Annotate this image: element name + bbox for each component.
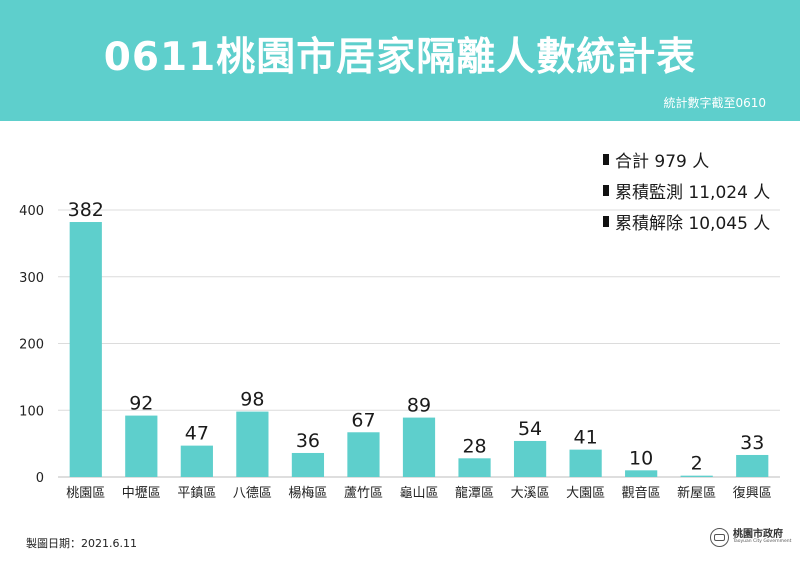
stat-released-label: 累積解除 10,045 人 xyxy=(615,214,771,234)
bar-value-label: 47 xyxy=(185,423,209,445)
x-tick-label: 大園區 xyxy=(566,486,605,501)
page-title: 0611桃園市居家隔離人數統計表 xyxy=(103,35,697,80)
x-tick-label: 八德區 xyxy=(233,486,272,501)
bar-value-label: 89 xyxy=(407,395,431,417)
bullet-icon xyxy=(603,185,609,196)
bar-value-label: 41 xyxy=(574,427,598,449)
stat-monitored-label: 累積監測 11,024 人 xyxy=(615,183,771,203)
header-banner: 0611桃園市居家隔離人數統計表 統計數字截至0610 xyxy=(0,0,800,121)
data-cutoff-note: 統計數字截至0610 xyxy=(663,96,766,110)
bar xyxy=(402,417,436,477)
bar xyxy=(736,454,769,477)
bar xyxy=(569,449,602,477)
x-tick-label: 平鎮區 xyxy=(177,485,216,501)
bar-chart: 0 100 200 300 400 382 桃園區 92 中壢區 47 平鎮區 98 八德區 36 楊梅區 6… xyxy=(19,199,780,501)
government-logo: 桃園市政府 Taoyuan City Government xyxy=(710,528,791,547)
stat-monitored: 累積監測 11,024 人 xyxy=(603,175,770,206)
x-tick-label: 楊梅區 xyxy=(288,485,327,501)
y-tick-label: 100 xyxy=(19,404,44,419)
x-tick-label: 龜山區 xyxy=(399,486,438,501)
bar xyxy=(236,411,269,477)
x-tick-label: 大溪區 xyxy=(511,486,550,501)
x-tick-label: 觀音區 xyxy=(622,485,661,501)
bar-value-label: 2 xyxy=(691,453,703,475)
bar-value-label: 382 xyxy=(68,199,104,221)
x-tick-label: 新屋區 xyxy=(677,485,716,501)
y-tick-label: 0 xyxy=(36,471,44,486)
production-date: 製圖日期：2021.6.11 xyxy=(26,537,137,550)
bar-value-label: 28 xyxy=(462,435,486,457)
x-tick-label: 龍潭區 xyxy=(455,485,494,501)
bar-value-label: 10 xyxy=(629,447,653,469)
bar xyxy=(513,440,547,477)
y-tick-label: 300 xyxy=(19,271,44,286)
stat-total-label: 合計 979 人 xyxy=(615,152,710,172)
bar-value-label: 33 xyxy=(740,432,764,454)
stat-total: 合計 979 人 xyxy=(603,144,770,175)
bar-value-label: 67 xyxy=(351,409,375,431)
x-tick-label: 中壢區 xyxy=(122,486,161,501)
bullet-icon xyxy=(603,216,609,227)
x-tick-label: 復興區 xyxy=(733,485,772,501)
bar xyxy=(291,452,325,477)
bar xyxy=(347,432,380,477)
bar-value-label: 98 xyxy=(240,389,264,411)
bullet-icon xyxy=(603,154,609,165)
logo-name: 桃園市政府 xyxy=(733,528,783,540)
summary-stats: 合計 979 人 累積監測 11,024 人 累積解除 10,045 人 xyxy=(603,144,770,237)
bar xyxy=(458,458,491,477)
bar-value-label: 36 xyxy=(296,430,320,452)
x-tick-label: 蘆竹區 xyxy=(344,486,383,501)
y-tick-label: 400 xyxy=(19,204,44,219)
bar xyxy=(69,222,102,477)
bar-value-label: 92 xyxy=(129,393,153,415)
stat-released: 累積解除 10,045 人 xyxy=(603,206,770,237)
bar xyxy=(680,475,713,477)
bar xyxy=(625,470,658,477)
logo-english-name: Taoyuan City Government xyxy=(733,539,792,545)
bar xyxy=(180,445,213,477)
x-tick-label: 桃園區 xyxy=(66,486,105,501)
y-tick-label: 200 xyxy=(19,338,44,353)
bar xyxy=(125,415,158,477)
bar-value-label: 54 xyxy=(518,418,542,440)
city-seal-icon xyxy=(710,528,729,547)
